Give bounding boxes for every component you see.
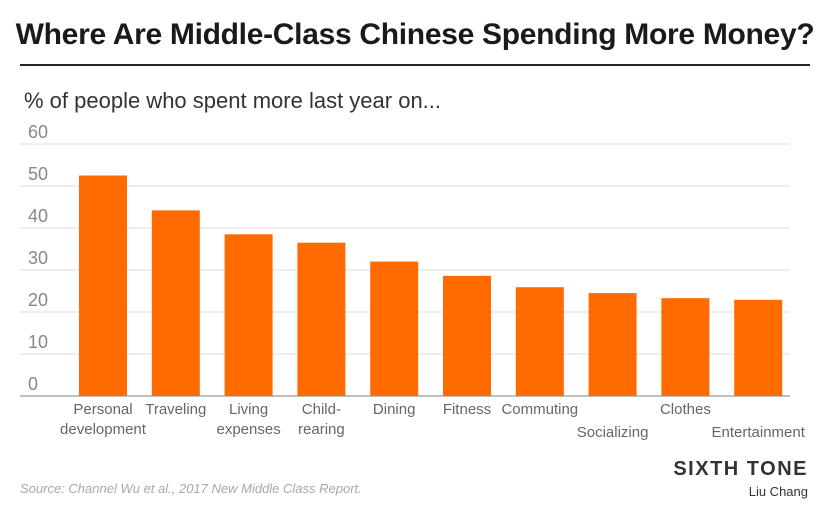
bar xyxy=(224,234,273,396)
x-tick-label: Child-rearing xyxy=(298,401,345,438)
x-tick-label: Personal development xyxy=(60,401,147,438)
y-tick-label: 20 xyxy=(28,290,48,310)
bars xyxy=(79,175,783,396)
x-tick-label-line: Traveling xyxy=(145,401,206,418)
y-tick-label: 0 xyxy=(28,374,38,394)
bar xyxy=(79,175,127,396)
x-tick-label-line: expenses xyxy=(216,421,280,438)
x-tick-label: Dining xyxy=(373,401,416,418)
x-tick-label-line: rearing xyxy=(298,421,345,438)
y-tick-label: 30 xyxy=(28,248,48,268)
brand-logo: SIXTH TONE xyxy=(673,458,808,480)
y-tick-label: 60 xyxy=(28,122,48,142)
x-tick-label: Clothes xyxy=(660,401,711,418)
x-tick-label: Fitness xyxy=(443,401,491,418)
x-tick-label-line: development xyxy=(60,421,147,438)
bar xyxy=(151,210,200,396)
x-tick-label-line: Fitness xyxy=(443,401,491,418)
bar xyxy=(443,275,491,396)
x-tick-label-line: Clothes xyxy=(660,401,711,418)
title-divider xyxy=(20,64,810,66)
bar xyxy=(297,242,346,396)
chart-title: Where Are Middle-Class Chinese Spending … xyxy=(15,18,815,51)
x-tick-label-line: Commuting xyxy=(501,401,578,418)
bar xyxy=(734,299,783,396)
x-tick-label-line: Child- xyxy=(302,401,341,418)
y-tick-label: 40 xyxy=(28,206,48,226)
x-tick-label-line: Socializing xyxy=(577,424,649,441)
x-tick-label: Living expenses xyxy=(216,401,280,438)
x-tick-label-line: Personal xyxy=(73,401,132,418)
x-tick-label-line: Dining xyxy=(373,401,416,418)
y-tick-label: 50 xyxy=(28,164,48,184)
x-tick-label-line: Living xyxy=(229,401,268,418)
x-tick-label: Socializing xyxy=(577,424,649,441)
bar xyxy=(661,298,710,396)
source-note: Source: Channel Wu et al., 2017 New Midd… xyxy=(20,481,362,496)
y-tick-labels: 0 10 20 30 40 50 60 xyxy=(28,122,48,394)
bar xyxy=(370,261,419,396)
y-tick-label: 10 xyxy=(28,332,48,352)
bar xyxy=(515,287,564,396)
bar xyxy=(588,293,637,396)
author-credit: Liu Chang xyxy=(748,484,808,499)
chart-subtitle: % of people who spent more last year on.… xyxy=(24,88,442,113)
x-tick-label: Traveling xyxy=(145,401,206,418)
x-tick-label: Commuting xyxy=(501,401,578,418)
x-tick-labels: Personal development Traveling Living expens… xyxy=(60,401,806,441)
x-tick-label: Entertainment xyxy=(712,424,806,441)
x-tick-label-line: Entertainment xyxy=(712,424,806,441)
